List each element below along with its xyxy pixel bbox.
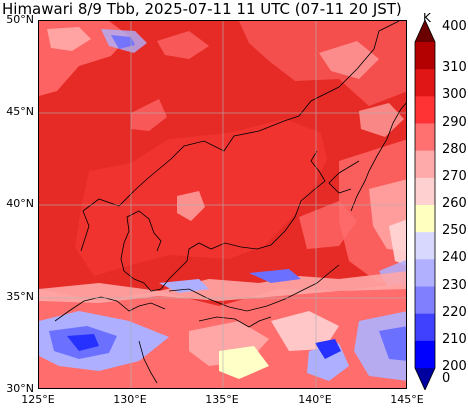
cloud-area — [359, 103, 404, 137]
cloud-area — [307, 343, 349, 381]
colorbar-unit: K — [423, 11, 431, 25]
colorbar-extend-top — [415, 20, 435, 42]
lon-label-145: 145°E — [390, 393, 424, 406]
colorbar-tick-label: 400 — [442, 19, 467, 34]
colorbar-tick-label: 230 — [442, 277, 467, 293]
lat-label-45: 45°N — [6, 105, 34, 118]
colorbar-segment — [415, 313, 435, 342]
colorbar-segment — [415, 123, 435, 152]
lon-label-135: 135°E — [205, 393, 239, 406]
map-title: Himawari 8/9 Tbb, 2025-07-11 11 UTC (07-… — [2, 0, 402, 18]
colorbar-segment — [415, 286, 435, 315]
colorbar-tick-label: 310 — [442, 60, 467, 76]
colorbar-segment — [415, 232, 435, 260]
lat-label-35: 35°N — [6, 290, 34, 303]
colorbar-segment — [415, 96, 435, 124]
colorbar-tick-label: 250 — [442, 223, 467, 239]
graticule — [39, 21, 406, 388]
cloud-area — [315, 339, 341, 359]
colorbar-tick-label: 290 — [442, 114, 467, 130]
satellite-map — [38, 20, 407, 389]
colorbar-segment — [415, 340, 435, 369]
colorbar-outline — [414, 20, 436, 390]
colorbar-segment — [415, 259, 435, 287]
colorbar-tick-label: 220 — [442, 304, 467, 320]
colorbar-tick-label: 210 — [442, 331, 467, 347]
colorbar-segment — [415, 42, 435, 70]
colorbar-extend-bottom — [415, 368, 435, 390]
colorbar-segment — [415, 177, 435, 206]
lon-label-140: 140°E — [298, 393, 332, 406]
brightness-temperature-field — [39, 21, 406, 388]
colorbar-segment — [415, 69, 435, 97]
cloud-area — [239, 21, 406, 106]
coastline — [80, 21, 400, 252]
lon-label-125: 125°E — [21, 393, 55, 406]
cloud-area — [131, 99, 167, 131]
cloud-area — [47, 27, 91, 51]
lat-label-50: 50°N — [6, 13, 34, 26]
lat-label-30: 30°N — [6, 382, 34, 395]
coastlines — [54, 21, 406, 384]
colorbar — [414, 20, 436, 390]
cloud-area — [111, 35, 135, 49]
cloud-area — [379, 326, 406, 361]
lon-label-130: 130°E — [113, 393, 147, 406]
colorbar-tick-label: 300 — [442, 87, 467, 103]
cloud-area — [159, 279, 209, 293]
cloud-area — [249, 269, 301, 283]
cloud-area — [219, 346, 269, 379]
coastline — [198, 316, 272, 328]
coastline — [143, 150, 326, 292]
colorbar-segment — [415, 205, 435, 233]
cloud-area — [157, 31, 209, 59]
coastline — [350, 102, 406, 212]
coastline — [138, 340, 158, 384]
lat-label-40: 40°N — [6, 197, 34, 210]
colorbar-tick-label: 280 — [442, 141, 467, 157]
colorbar-tick-label: 270 — [442, 168, 467, 184]
colorbar-tick-label: 240 — [442, 250, 467, 266]
cloud-area — [389, 219, 406, 266]
colorbar-segment — [415, 150, 435, 179]
cloud-area — [67, 334, 99, 351]
coastline — [168, 264, 340, 312]
colorbar-tick-label: 260 — [442, 196, 467, 211]
cloud-area — [319, 41, 379, 79]
cloud-area — [177, 191, 205, 221]
coastline — [120, 210, 162, 284]
coastline — [328, 160, 360, 194]
colorbar-tick-label: 0 — [442, 371, 451, 386]
coastline — [54, 296, 166, 322]
cloud-area — [271, 311, 339, 351]
colorbar-tick-label: 200 — [442, 359, 467, 374]
